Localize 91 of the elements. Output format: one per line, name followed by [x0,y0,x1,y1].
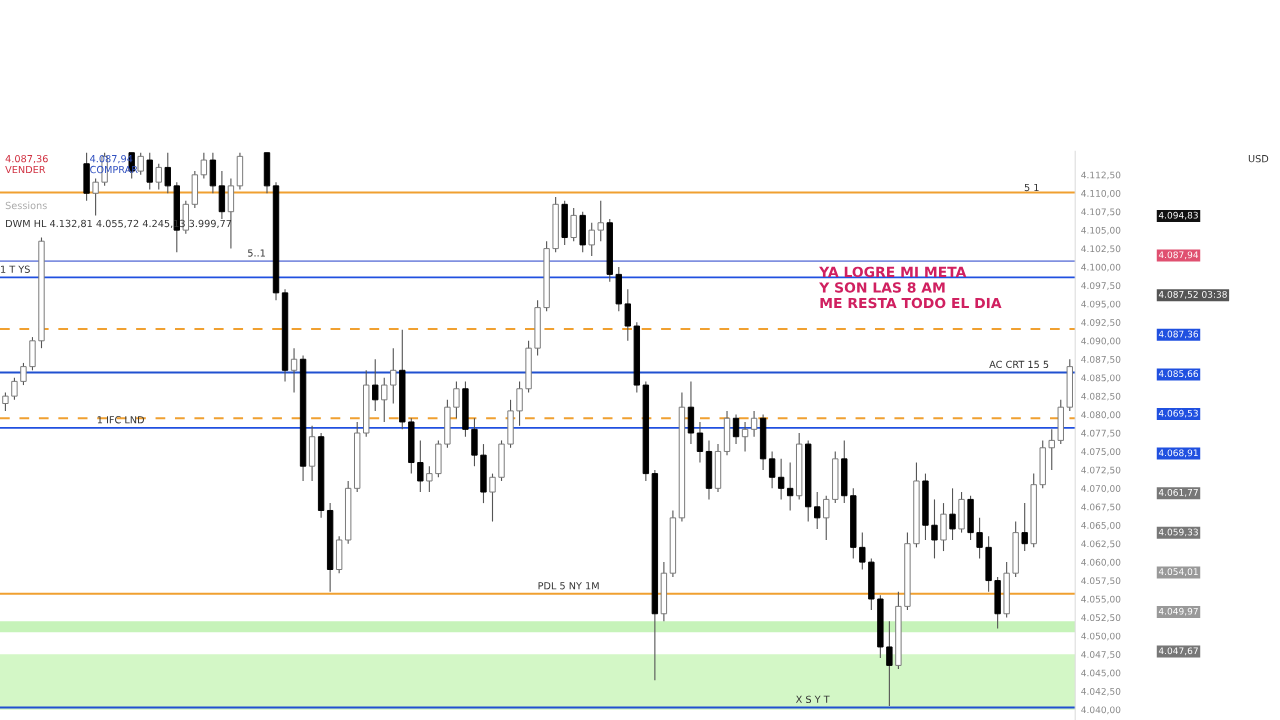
y-tick-label: 4.092,50 [1081,319,1121,327]
candlestick [931,498,938,559]
y-tick-label: 4.110,00 [1081,189,1121,198]
y-tick-label: 4.047,50 [1081,651,1121,659]
text: USD [1248,154,1269,163]
y-tick-label: 4.065,00 [1081,521,1121,530]
y-tick-label: 4.070,00 [1081,485,1121,493]
candlestick [777,458,785,500]
y-tick-label: 4.090,00 [1081,337,1121,346]
candlestick [1048,428,1055,471]
candlestick [814,491,821,530]
y-tick-label: 4.045,00 [1081,669,1121,678]
y-tick-label: 4.072,50 [1081,466,1121,475]
candlestick [164,152,171,194]
y-tick-label: 4.077,50 [1081,429,1121,438]
candlestick [823,495,830,541]
text: 4.087,94 [1158,251,1199,260]
y-tick-label: 4.105,00 [1081,226,1121,235]
candlestick [20,362,27,386]
y-tick-label: 4.075,00 [1081,448,1121,456]
candlestick [200,152,208,180]
y-tick-label: 4.102,50 [1081,245,1121,254]
text: 4.069,53 [1158,409,1198,418]
candlestick [624,288,631,342]
y-tick-label: 4.087,50 [1081,355,1121,364]
text: 4.085,66 [1158,370,1199,378]
candlestick [516,380,523,427]
y-tick-label: 4.097,50 [1081,282,1121,290]
ref-line-label: X S Y T [795,695,830,703]
candlestick [886,620,893,707]
text: 4.047,67 [1158,647,1198,656]
candlestick [859,532,866,571]
ref-line-label: PDL 5 NY 1M [538,582,599,590]
y-tick-label: 4.080,00 [1081,411,1121,420]
candlestick [146,152,153,191]
text: 4.049,97 [1158,607,1198,616]
candlestick [489,473,496,523]
ref-line-label: 5..1 [248,249,265,257]
text: 4.087,36 [1158,330,1199,339]
text: 4.059,33 [1158,528,1198,537]
candlestick [290,347,298,393]
y-tick-label: 4.060,00 [1081,558,1121,567]
candlestick [11,377,18,401]
candlestick [372,358,379,412]
candlestick [390,347,397,405]
text: 4.068,91 [1158,449,1198,458]
candlestick [732,414,740,445]
y-tick-label: 4.082,50 [1081,392,1121,401]
candlestick [2,391,9,412]
text: 4.054,01 [1158,568,1198,576]
text: 4.061,77 [1158,488,1198,497]
candlestick [570,207,577,242]
ref-line-label: 1 IFC LND [97,416,144,424]
annotation: 4.087,36 VENDER [5,154,48,174]
candlestick [750,410,758,438]
y-tick-label: 4.057,50 [1081,577,1121,586]
y-tick-label: 4.042,50 [1081,687,1121,696]
y-tick-label: 4.067,50 [1081,503,1121,512]
y-tick-label: 4.052,50 [1081,614,1121,622]
annotation: YA LOGRE MI META Y SON LAS 8 AM ME RESTA TODO EL DIA [819,266,1002,309]
candlestick [949,487,956,541]
ref-line-label: AC CRT 15 5 [989,360,1049,369]
candlestick [381,377,388,423]
candlestick [768,450,776,489]
candlestick [786,461,794,512]
candlestick [453,380,460,419]
candlestick [696,421,704,464]
y-tick-label: 4.107,50 [1081,208,1121,217]
ref-line-label: 1 T YS [1,265,30,273]
annotation: 5 1 [1024,183,1039,192]
candlestick [417,439,424,493]
y-tick-label: 4.050,00 [1081,632,1121,641]
candlestick [155,163,162,191]
y-tick-label: 4.055,00 [1081,595,1121,604]
y-tick-label: 4.095,00 [1081,300,1121,309]
candlestick [92,177,99,216]
y-tick-label: 4.112,50 [1081,171,1121,180]
y-tick-label: 4.085,00 [1081,374,1121,383]
text: 4.087,52 03:38 [1158,290,1227,299]
candlestick [588,222,595,257]
candlestick [741,421,749,453]
y-tick-label: 4.040,00 [1081,706,1121,715]
y-tick-label: 4.062,50 [1081,540,1121,549]
annotation: Sessions [5,201,47,210]
candlestick [137,152,144,176]
candlestick [1021,502,1028,552]
candlestick [976,517,983,559]
text: 4.094,83 [1158,211,1198,220]
candlestick [597,200,604,242]
y-tick-label: 4.100,00 [1081,263,1121,272]
candlestick [426,465,433,493]
